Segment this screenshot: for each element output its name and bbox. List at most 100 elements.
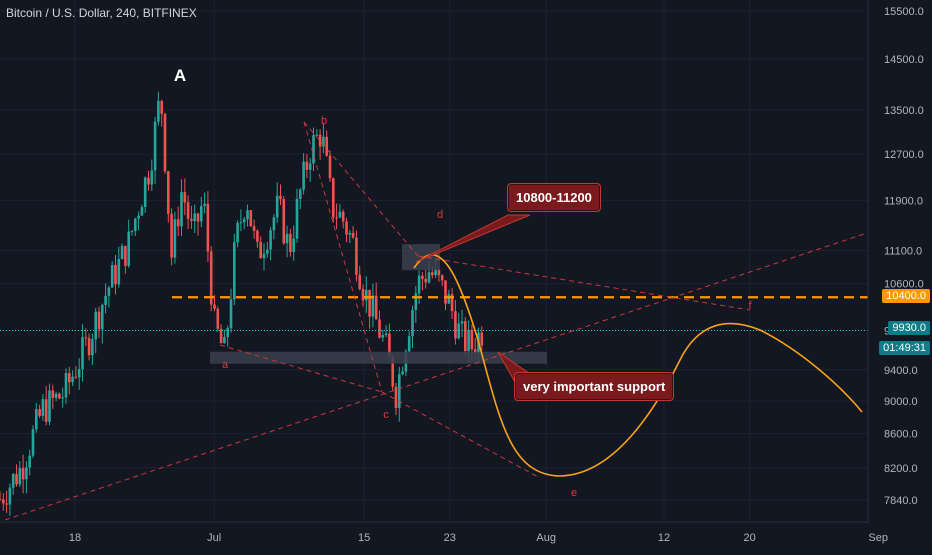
candle-body (64, 373, 68, 398)
candle-body (170, 213, 173, 258)
candle-body (378, 319, 381, 338)
candle-body (147, 177, 150, 185)
candle-body (351, 233, 355, 238)
wave-label-A: A (174, 66, 186, 85)
candle-body (457, 323, 460, 339)
time-tick-label: 18 (69, 532, 81, 544)
candle-body (190, 218, 193, 222)
candle-body (229, 299, 233, 329)
candle-body (203, 203, 206, 207)
candle-body (305, 161, 309, 170)
candle-body (223, 337, 226, 344)
candle-body (259, 241, 262, 259)
candle-body (444, 280, 447, 304)
time-tick-label: Sep (868, 532, 888, 544)
price-tick-label: 9000.0 (884, 396, 918, 408)
resistance-callout-pointer (415, 214, 531, 263)
candle-body (394, 386, 398, 409)
candle-body (137, 215, 140, 219)
candle-body (213, 304, 216, 309)
symbol-title: Bitcoin / U.S. Dollar, 240, BITFINEX (6, 6, 197, 20)
candle-body (200, 206, 203, 222)
candle-body (183, 192, 187, 203)
wave-label-d: d (437, 209, 443, 221)
wave-label-e: e (571, 487, 577, 499)
candle-body (127, 231, 130, 266)
candle-body (299, 189, 302, 199)
candle-body (361, 288, 365, 301)
candle-body (467, 330, 470, 351)
candle-body (150, 170, 154, 185)
candle-body (332, 178, 335, 218)
candle-body (104, 295, 107, 305)
candle-body (97, 311, 101, 330)
candle-body (246, 210, 249, 220)
wave-label-b: b (321, 115, 327, 127)
candle-body (460, 321, 464, 324)
time-tick-label: 15 (358, 532, 370, 544)
candle-body (371, 295, 375, 317)
candle-body (384, 333, 388, 336)
candle-body (318, 134, 322, 147)
time-tick-label: 23 (444, 532, 456, 544)
candle-body (87, 338, 91, 356)
time-tick-label: 20 (744, 532, 756, 544)
candle-body (312, 135, 315, 164)
candle-body (338, 211, 342, 218)
candle-body (302, 161, 305, 190)
candle-body (414, 293, 418, 311)
candle-body (345, 221, 348, 235)
candle-body (431, 272, 434, 276)
candle-body (308, 163, 312, 170)
wave-line-a-c (219, 344, 383, 393)
candlestick-series (0, 91, 484, 516)
price-tick-label: 10600.0 (884, 279, 924, 291)
candle-body (163, 113, 167, 172)
candle-body (143, 177, 147, 208)
wave-line-d-f (417, 255, 751, 311)
time-axis[interactable]: 18 Jul 15 23 Aug 12 20 Sep (0, 521, 888, 544)
price-axis[interactable]: 15500.0 14500.0 13500.0 12700.0 11900.0 11100… (867, 0, 932, 550)
candle-body (374, 295, 378, 320)
candle-body (434, 269, 437, 276)
wave-label-c: c (383, 409, 389, 421)
candle-body (365, 289, 368, 301)
candle-body (196, 213, 200, 222)
price-tick-label: 9400.0 (884, 365, 918, 377)
candle-body (180, 192, 183, 227)
candle-body (262, 253, 266, 259)
candle-body (266, 249, 269, 254)
candle-body (153, 121, 157, 171)
candle-body (391, 356, 394, 387)
candle-body (186, 202, 190, 219)
candle-body (447, 294, 451, 304)
candle-body (470, 330, 474, 350)
countdown-tag: 01:49:31 (879, 341, 930, 355)
candle-body (157, 100, 160, 122)
candle-body (173, 219, 177, 258)
resistance-callout: 10800-11200 (507, 183, 601, 212)
candle-body (193, 213, 196, 222)
candle-body (437, 269, 441, 276)
candle-body (8, 487, 12, 505)
candle-body (381, 335, 385, 338)
candle-body (51, 390, 55, 398)
candle-body (35, 409, 38, 430)
candle-body (77, 369, 81, 378)
candle-body (289, 233, 292, 252)
candle-body (0, 499, 2, 501)
time-tick-label: Jul (207, 532, 221, 544)
candle-body (328, 155, 332, 179)
candle-body (216, 308, 220, 329)
price-axis-bg (868, 0, 932, 550)
candle-body (421, 275, 424, 279)
price-tick-label: 11900.0 (884, 196, 923, 208)
candle-body (38, 409, 41, 416)
candle-body (440, 275, 444, 281)
wave-line-c-e (381, 391, 541, 479)
price-tick-label: 7840.0 (884, 495, 918, 507)
candle-body (341, 211, 345, 222)
